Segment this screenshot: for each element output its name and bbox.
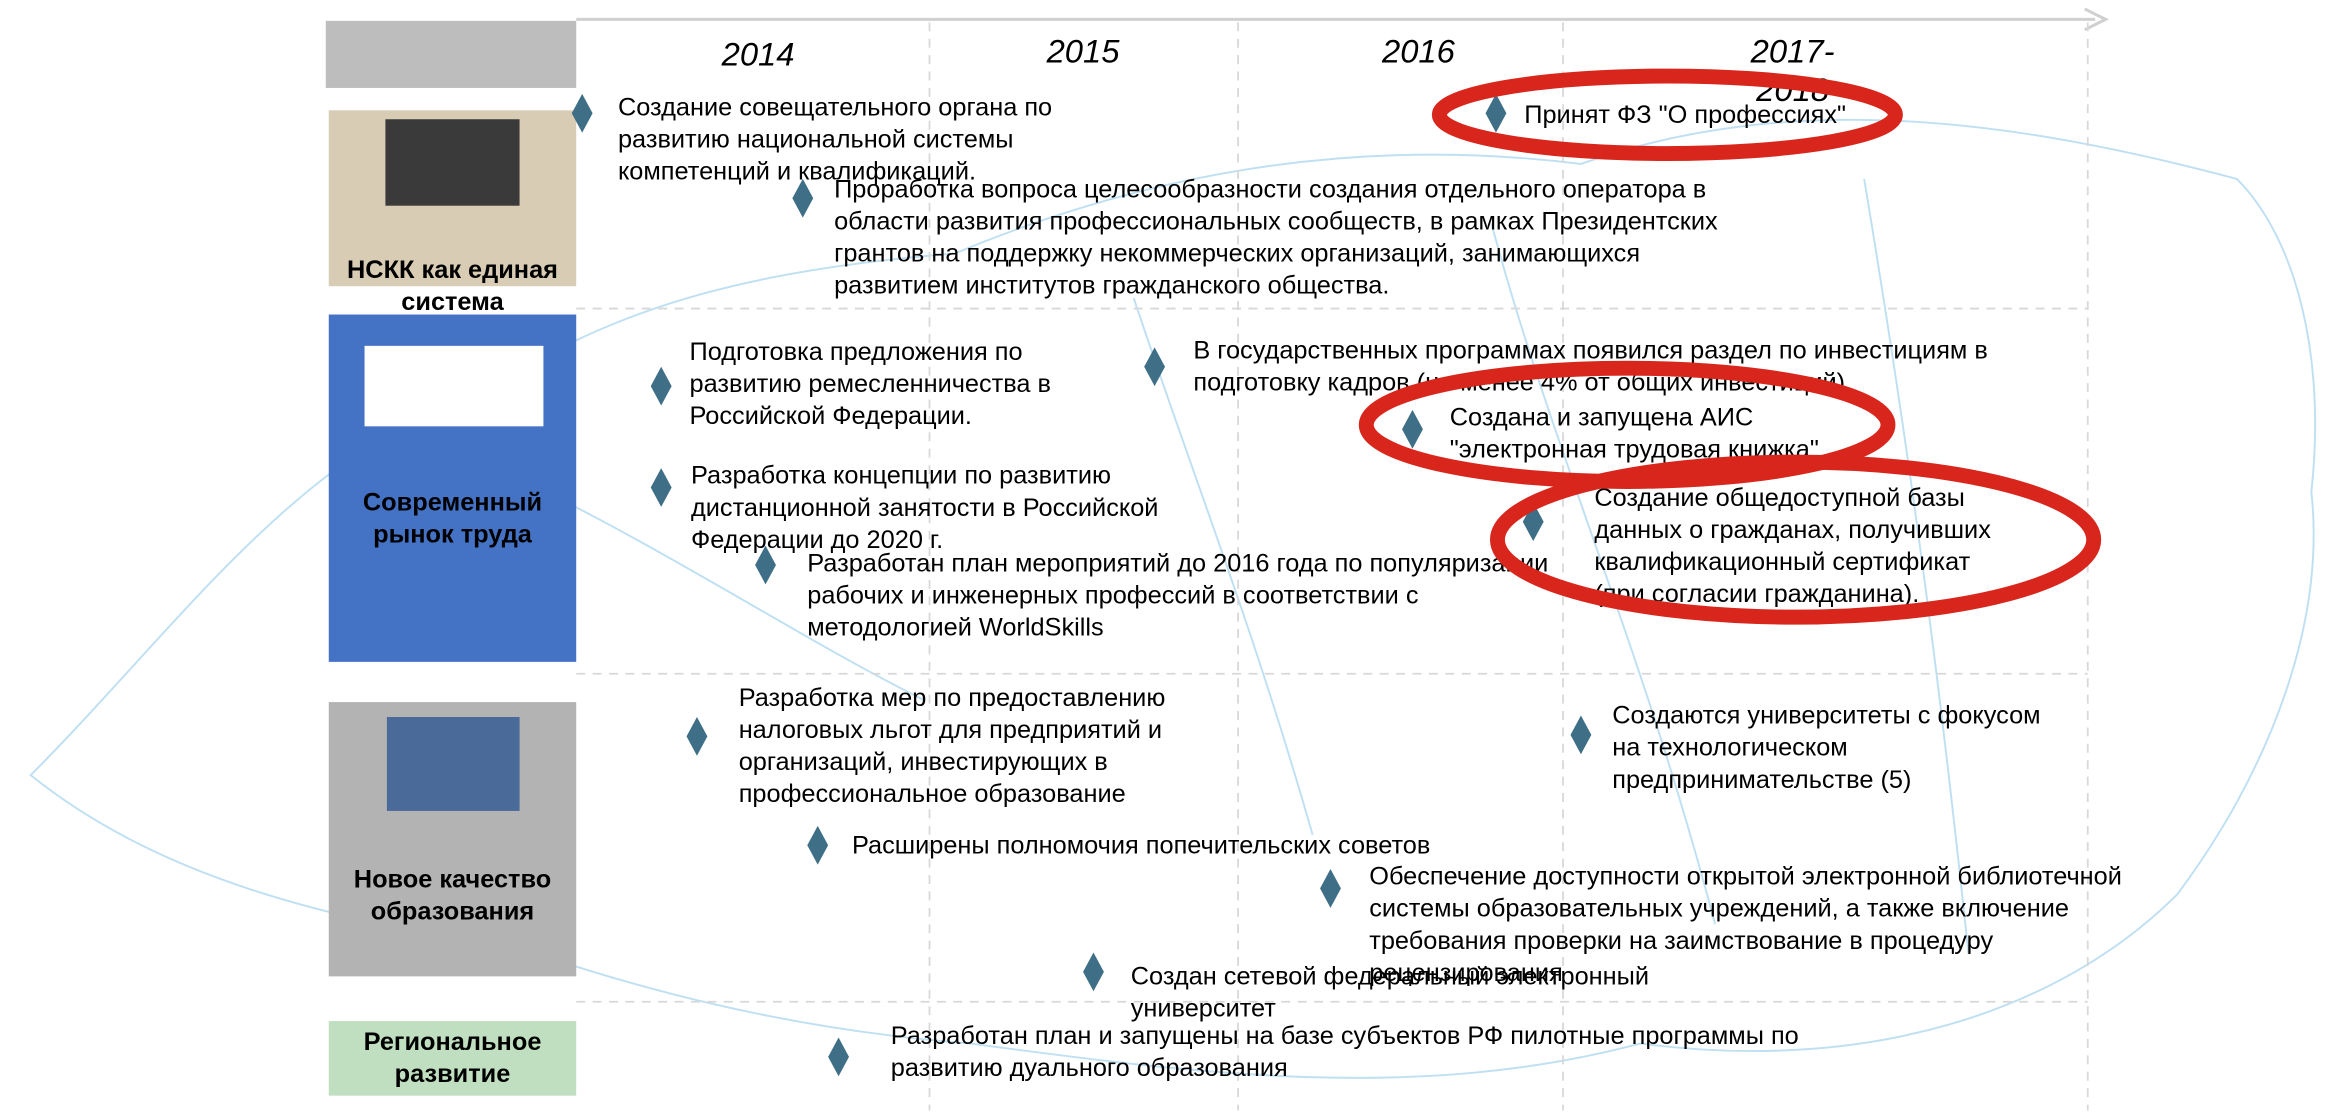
row-label: НСКК как единая bbox=[347, 256, 558, 284]
row-label: система bbox=[401, 288, 504, 316]
milestone-diamond bbox=[1083, 953, 1104, 992]
event-text: В государственных программах появился ра… bbox=[1193, 336, 1987, 364]
event-text: Разработан план мероприятий до 2016 года… bbox=[807, 550, 1548, 578]
event-text: развитию ремесленничества в bbox=[690, 370, 1052, 398]
slide: 2014201520162017-2018НСКК как единаясист… bbox=[0, 0, 2339, 1118]
year-label: 2014 bbox=[721, 35, 795, 72]
row-image bbox=[385, 119, 519, 205]
event-text: Создаются университеты с фокусом bbox=[1612, 702, 2040, 730]
event-text: Принят ФЗ "О профессиях" bbox=[1524, 101, 1846, 129]
row-image bbox=[387, 717, 520, 811]
event-text: Создана и запущена АИС bbox=[1450, 404, 1754, 432]
event-text: налоговых льгот для предприятий и bbox=[739, 716, 1162, 744]
event-text: предпринимательстве (5) bbox=[1612, 766, 1911, 794]
event-text: Российской Федерации. bbox=[690, 402, 972, 430]
year-label: 2017- bbox=[1750, 32, 1835, 69]
row-label: Новое качество bbox=[354, 866, 551, 894]
event-text: на технологическом bbox=[1612, 734, 1848, 762]
row-image bbox=[365, 346, 544, 426]
milestone-diamond bbox=[1402, 410, 1423, 449]
milestone-diamond bbox=[651, 367, 672, 406]
event-text: Подготовка предложения по bbox=[690, 338, 1023, 366]
event-text: Расширены полномочия попечительских сове… bbox=[852, 831, 1430, 859]
event-text: требования проверки на заимствование в п… bbox=[1369, 927, 1993, 955]
event-text: Разработка концепции по развитию bbox=[691, 462, 1111, 490]
milestone-diamond bbox=[1320, 869, 1341, 908]
event-text: Создание совещательного органа по bbox=[618, 94, 1052, 122]
row-label: образования bbox=[371, 898, 534, 926]
event-text: квалификационный сертификат bbox=[1594, 548, 1970, 576]
header-box bbox=[326, 21, 576, 88]
milestone-diamond bbox=[828, 1038, 849, 1077]
event-text: организаций, инвестирующих в bbox=[739, 748, 1108, 776]
event-text: грантов на поддержку некоммерческих орга… bbox=[834, 240, 1640, 268]
year-label: 2016 bbox=[1381, 32, 1456, 69]
event-text: университет bbox=[1131, 995, 1277, 1023]
event-text: методологией WorldSkills bbox=[807, 614, 1103, 642]
milestone-diamond bbox=[807, 826, 828, 865]
event-text: профессиональное образование bbox=[739, 780, 1126, 808]
event-text: развитию дуального образования bbox=[891, 1054, 1288, 1082]
event-text: развитию национальной системы bbox=[618, 126, 1014, 154]
event-text: Обеспечение доступности открытой электро… bbox=[1369, 863, 2122, 891]
row-label: рынок труда bbox=[373, 521, 533, 549]
event-text: дистанционной занятости в Российской bbox=[691, 494, 1158, 522]
milestone-diamond bbox=[1486, 94, 1507, 133]
milestone-diamond bbox=[651, 468, 672, 507]
milestone-diamond bbox=[687, 717, 708, 756]
event-text: системы образовательных учреждений, а та… bbox=[1369, 895, 2069, 923]
row-label: развитие bbox=[395, 1060, 511, 1088]
event-text: области развития профессиональных сообще… bbox=[834, 208, 1718, 236]
event-text: Проработка вопроса целесообразности созд… bbox=[834, 175, 1706, 203]
milestone-diamond bbox=[1570, 716, 1591, 755]
year-label: 2015 bbox=[1046, 32, 1121, 69]
event-text: Создан сетевой федеральный электронный bbox=[1131, 963, 1649, 991]
row-label: Современный bbox=[363, 489, 542, 517]
event-text: Разработка мер по предоставлению bbox=[739, 684, 1166, 712]
row-label: Региональное bbox=[364, 1028, 542, 1056]
event-text: рабочих и инженерных профессий в соответ… bbox=[807, 582, 1418, 610]
event-text: развитием институтов гражданского общест… bbox=[834, 272, 1389, 300]
event-text: Разработан план и запущены на базе субъе… bbox=[891, 1022, 1799, 1050]
event-text: данных о гражданах, получивших bbox=[1594, 516, 1991, 544]
